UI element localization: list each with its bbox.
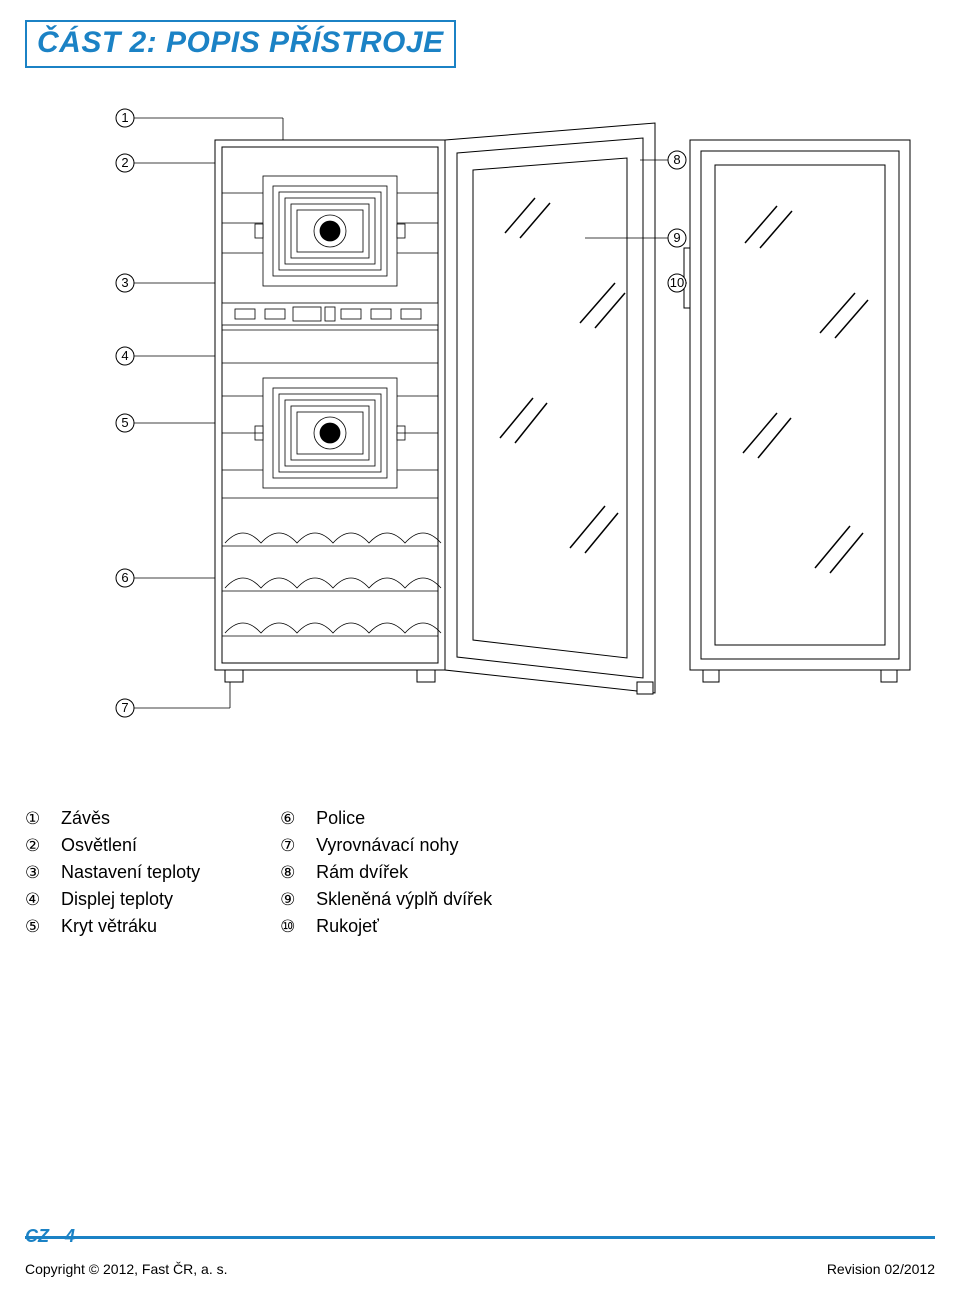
legend-number: ②	[25, 836, 47, 856]
legend-label: Police	[316, 808, 365, 829]
callout-8: 8	[673, 152, 680, 167]
section-title: ČÁST 2: POPIS PŘÍSTROJE	[37, 26, 444, 59]
section-title-bar: ČÁST 2: POPIS PŘÍSTROJE	[25, 20, 456, 68]
legend-number: ⑤	[25, 917, 47, 937]
legend-item: ⑤ Kryt větráku	[25, 916, 200, 937]
legend-label: Závěs	[61, 808, 110, 829]
legend-item: ⑦ Vyrovnávací nohy	[280, 835, 492, 856]
legend-item: ⑧ Rám dvířek	[280, 862, 492, 883]
copyright-text: Copyright © 2012, Fast ČR, a. s.	[25, 1261, 228, 1277]
legend-item: ① Závěs	[25, 808, 200, 829]
legend-number: ④	[25, 890, 47, 910]
legend-item: ⑩ Rukojeť	[280, 916, 492, 937]
page-footer: CZ - 4 Copyright © 2012, Fast ČR, a. s. …	[25, 1226, 935, 1277]
legend-item: ⑨ Skleněná výplň dvířek	[280, 889, 492, 910]
legend-item: ② Osvětlení	[25, 835, 200, 856]
legend-label: Kryt větráku	[61, 916, 157, 937]
callout-5: 5	[121, 415, 128, 430]
legend-label: Vyrovnávací nohy	[316, 835, 458, 856]
callout-2: 2	[121, 155, 128, 170]
callout-4: 4	[121, 348, 128, 363]
legend-label: Nastavení teploty	[61, 862, 200, 883]
page-number: CZ - 4	[25, 1226, 228, 1247]
callout-1: 1	[121, 110, 128, 125]
legend: ① Závěs ② Osvětlení ③ Nastavení teploty ④ Displ…	[25, 808, 935, 937]
legend-number: ⑦	[280, 836, 302, 856]
revision-text: Revision 02/2012	[827, 1261, 935, 1277]
legend-number: ①	[25, 809, 47, 829]
legend-item: ③ Nastavení teploty	[25, 862, 200, 883]
legend-label: Osvětlení	[61, 835, 137, 856]
legend-label: Rám dvířek	[316, 862, 408, 883]
legend-label: Skleněná výplň dvířek	[316, 889, 492, 910]
legend-label: Rukojeť	[316, 916, 379, 937]
callout-7: 7	[121, 700, 128, 715]
legend-item: ⑥ Police	[280, 808, 492, 829]
legend-number: ⑩	[280, 917, 302, 937]
callout-10: 10	[670, 275, 684, 290]
callout-3: 3	[121, 275, 128, 290]
legend-number: ⑨	[280, 890, 302, 910]
legend-number: ③	[25, 863, 47, 883]
device-diagram: 1 2 3 4 5 6	[25, 98, 935, 798]
callout-9: 9	[673, 230, 680, 245]
legend-label: Displej teploty	[61, 889, 173, 910]
callout-6: 6	[121, 570, 128, 585]
legend-item: ④ Displej teploty	[25, 889, 200, 910]
legend-number: ⑥	[280, 809, 302, 829]
legend-number: ⑧	[280, 863, 302, 883]
